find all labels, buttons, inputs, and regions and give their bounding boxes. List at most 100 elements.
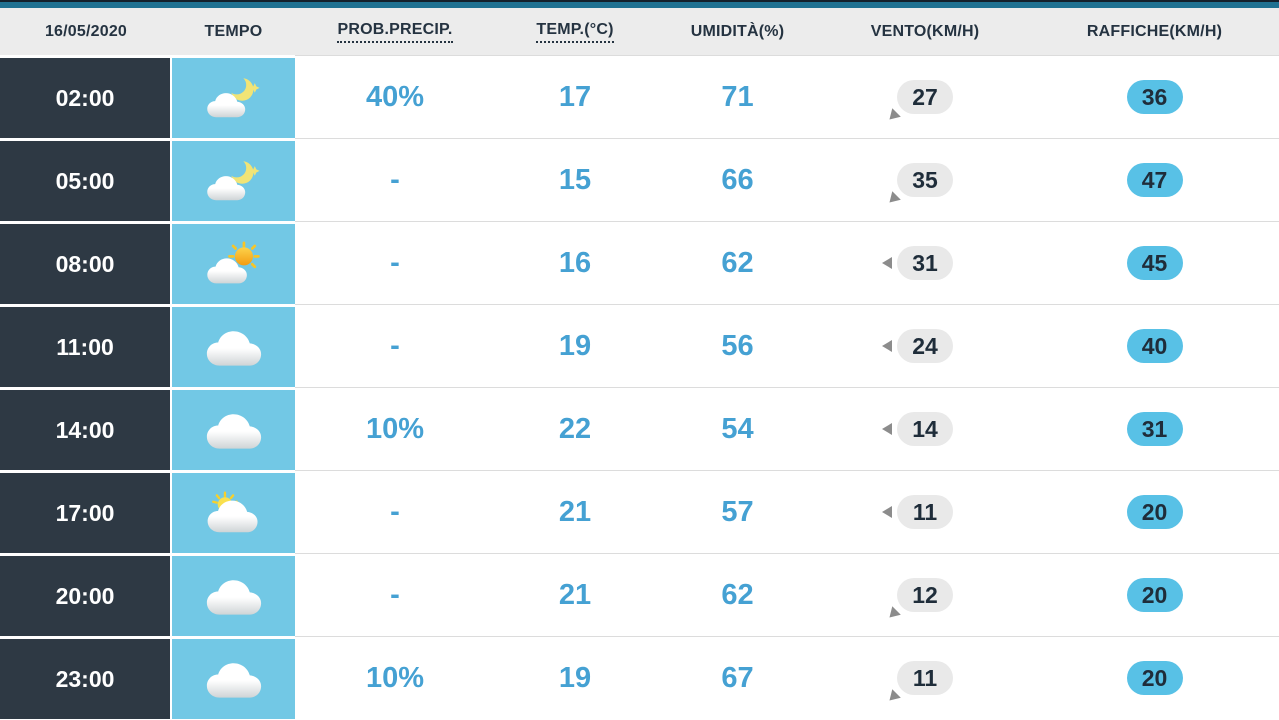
- time-cell: 14:00: [0, 387, 172, 470]
- table-row: 02:00 40% 17 71 27 36: [0, 55, 1279, 138]
- humidity-value: 57: [721, 495, 754, 528]
- time-label: 08:00: [55, 250, 115, 277]
- wind-pill: 11: [897, 661, 953, 695]
- temp-cell: 21: [495, 470, 655, 553]
- gusts-cell: 36: [1030, 55, 1279, 138]
- wind-cell: 31: [820, 221, 1030, 304]
- precip-value: 10%: [365, 661, 425, 694]
- humidity-cell: 67: [655, 636, 820, 719]
- moon-cloud-icon: [205, 75, 263, 122]
- cloud-icon: [205, 573, 263, 620]
- temp-value: 16: [558, 246, 592, 279]
- weather-icon-cell: [172, 470, 295, 553]
- time-label: 20:00: [55, 582, 115, 609]
- time-cell: 17:00: [0, 470, 172, 553]
- weather-icon-cell: [172, 138, 295, 221]
- gusts-cell: 40: [1030, 304, 1279, 387]
- temp-cell: 19: [495, 636, 655, 719]
- wind-direction-arrow-icon: [885, 689, 901, 705]
- header-humidity: UMIDITÀ(%): [690, 22, 785, 40]
- table-row: 20:00 - 21 62 12 20: [0, 553, 1279, 636]
- precip-cell: -: [295, 553, 495, 636]
- temp-cell: 22: [495, 387, 655, 470]
- temp-value: 15: [558, 163, 592, 196]
- temp-value: 17: [558, 80, 592, 113]
- top-teal-bar: [0, 2, 1279, 8]
- time-cell: 23:00: [0, 636, 172, 719]
- precip-value: -: [390, 246, 400, 279]
- wind-direction-arrow-icon: [882, 423, 892, 435]
- precip-value: -: [390, 329, 400, 362]
- temp-cell: 19: [495, 304, 655, 387]
- humidity-cell: 66: [655, 138, 820, 221]
- temp-cell: 17: [495, 55, 655, 138]
- wind-pill: 14: [897, 412, 953, 446]
- table-row: 11:00 - 19 56 24 40: [0, 304, 1279, 387]
- table-row: 17:00 - 21 57 11 20: [0, 470, 1279, 553]
- top-navy-line: [0, 0, 1279, 2]
- wind-pill: 31: [897, 246, 953, 280]
- time-cell: 20:00: [0, 553, 172, 636]
- precip-cell: -: [295, 470, 495, 553]
- time-cell: 05:00: [0, 138, 172, 221]
- wind-cell: 11: [820, 470, 1030, 553]
- temp-value: 19: [558, 661, 592, 694]
- precip-value: -: [390, 163, 400, 196]
- precip-value: -: [390, 495, 400, 528]
- gusts-cell: 20: [1030, 636, 1279, 719]
- time-label: 05:00: [55, 167, 115, 194]
- wind-direction-arrow-icon: [885, 191, 901, 207]
- wind-pill: 12: [897, 578, 953, 612]
- temp-cell: 16: [495, 221, 655, 304]
- cloud-sun-icon: [205, 490, 263, 537]
- wind-direction-arrow-icon: [885, 108, 901, 124]
- header-date: 16/05/2020: [44, 22, 128, 40]
- humidity-value: 56: [721, 329, 754, 362]
- precip-value: -: [390, 578, 400, 611]
- humidity-value: 62: [721, 246, 754, 279]
- precip-cell: 10%: [295, 636, 495, 719]
- humidity-value: 62: [721, 578, 754, 611]
- cloud-icon: [205, 407, 263, 454]
- temp-cell: 15: [495, 138, 655, 221]
- wind-cell: 24: [820, 304, 1030, 387]
- temp-tooltip-label[interactable]: TEMP.(°C): [536, 21, 614, 43]
- time-cell: 02:00: [0, 55, 172, 138]
- weather-icon-cell: [172, 387, 295, 470]
- time-cell: 08:00: [0, 221, 172, 304]
- temp-value: 21: [558, 578, 592, 611]
- temp-cell: 21: [495, 553, 655, 636]
- moon-cloud-icon: [205, 158, 263, 205]
- wind-cell: 35: [820, 138, 1030, 221]
- weather-icon-cell: [172, 221, 295, 304]
- gusts-pill: 20: [1126, 495, 1183, 529]
- wind-direction-arrow-icon: [882, 506, 892, 518]
- precip-tooltip-label[interactable]: PROB.PRECIP.: [337, 21, 453, 43]
- wind-cell: 27: [820, 55, 1030, 138]
- precip-cell: -: [295, 138, 495, 221]
- humidity-value: 66: [721, 163, 754, 196]
- wind-pill: 27: [897, 80, 953, 114]
- time-label: 23:00: [55, 665, 115, 692]
- table-row: 23:00 10% 19 67 11 20: [0, 636, 1279, 719]
- header-temp: TEMP.(°C): [495, 8, 655, 55]
- cloud-icon: [205, 324, 263, 371]
- humidity-value: 67: [721, 661, 754, 694]
- time-label: 02:00: [55, 84, 115, 111]
- wind-pill: 11: [897, 495, 953, 529]
- humidity-value: 71: [721, 80, 754, 113]
- humidity-cell: 56: [655, 304, 820, 387]
- table-row: 05:00 - 15 66 35 47: [0, 138, 1279, 221]
- wind-direction-arrow-icon: [885, 606, 901, 622]
- wind-cell: 11: [820, 636, 1030, 719]
- precip-value: 10%: [365, 412, 425, 445]
- gusts-pill: 47: [1126, 163, 1183, 197]
- time-label: 11:00: [56, 333, 114, 360]
- table-row: 08:00 - 16 62 31 45: [0, 221, 1279, 304]
- wind-direction-arrow-icon: [882, 257, 892, 269]
- cloud-icon: [205, 656, 263, 703]
- gusts-pill: 36: [1126, 80, 1183, 114]
- gusts-pill: 20: [1126, 661, 1183, 695]
- time-label: 17:00: [55, 499, 115, 526]
